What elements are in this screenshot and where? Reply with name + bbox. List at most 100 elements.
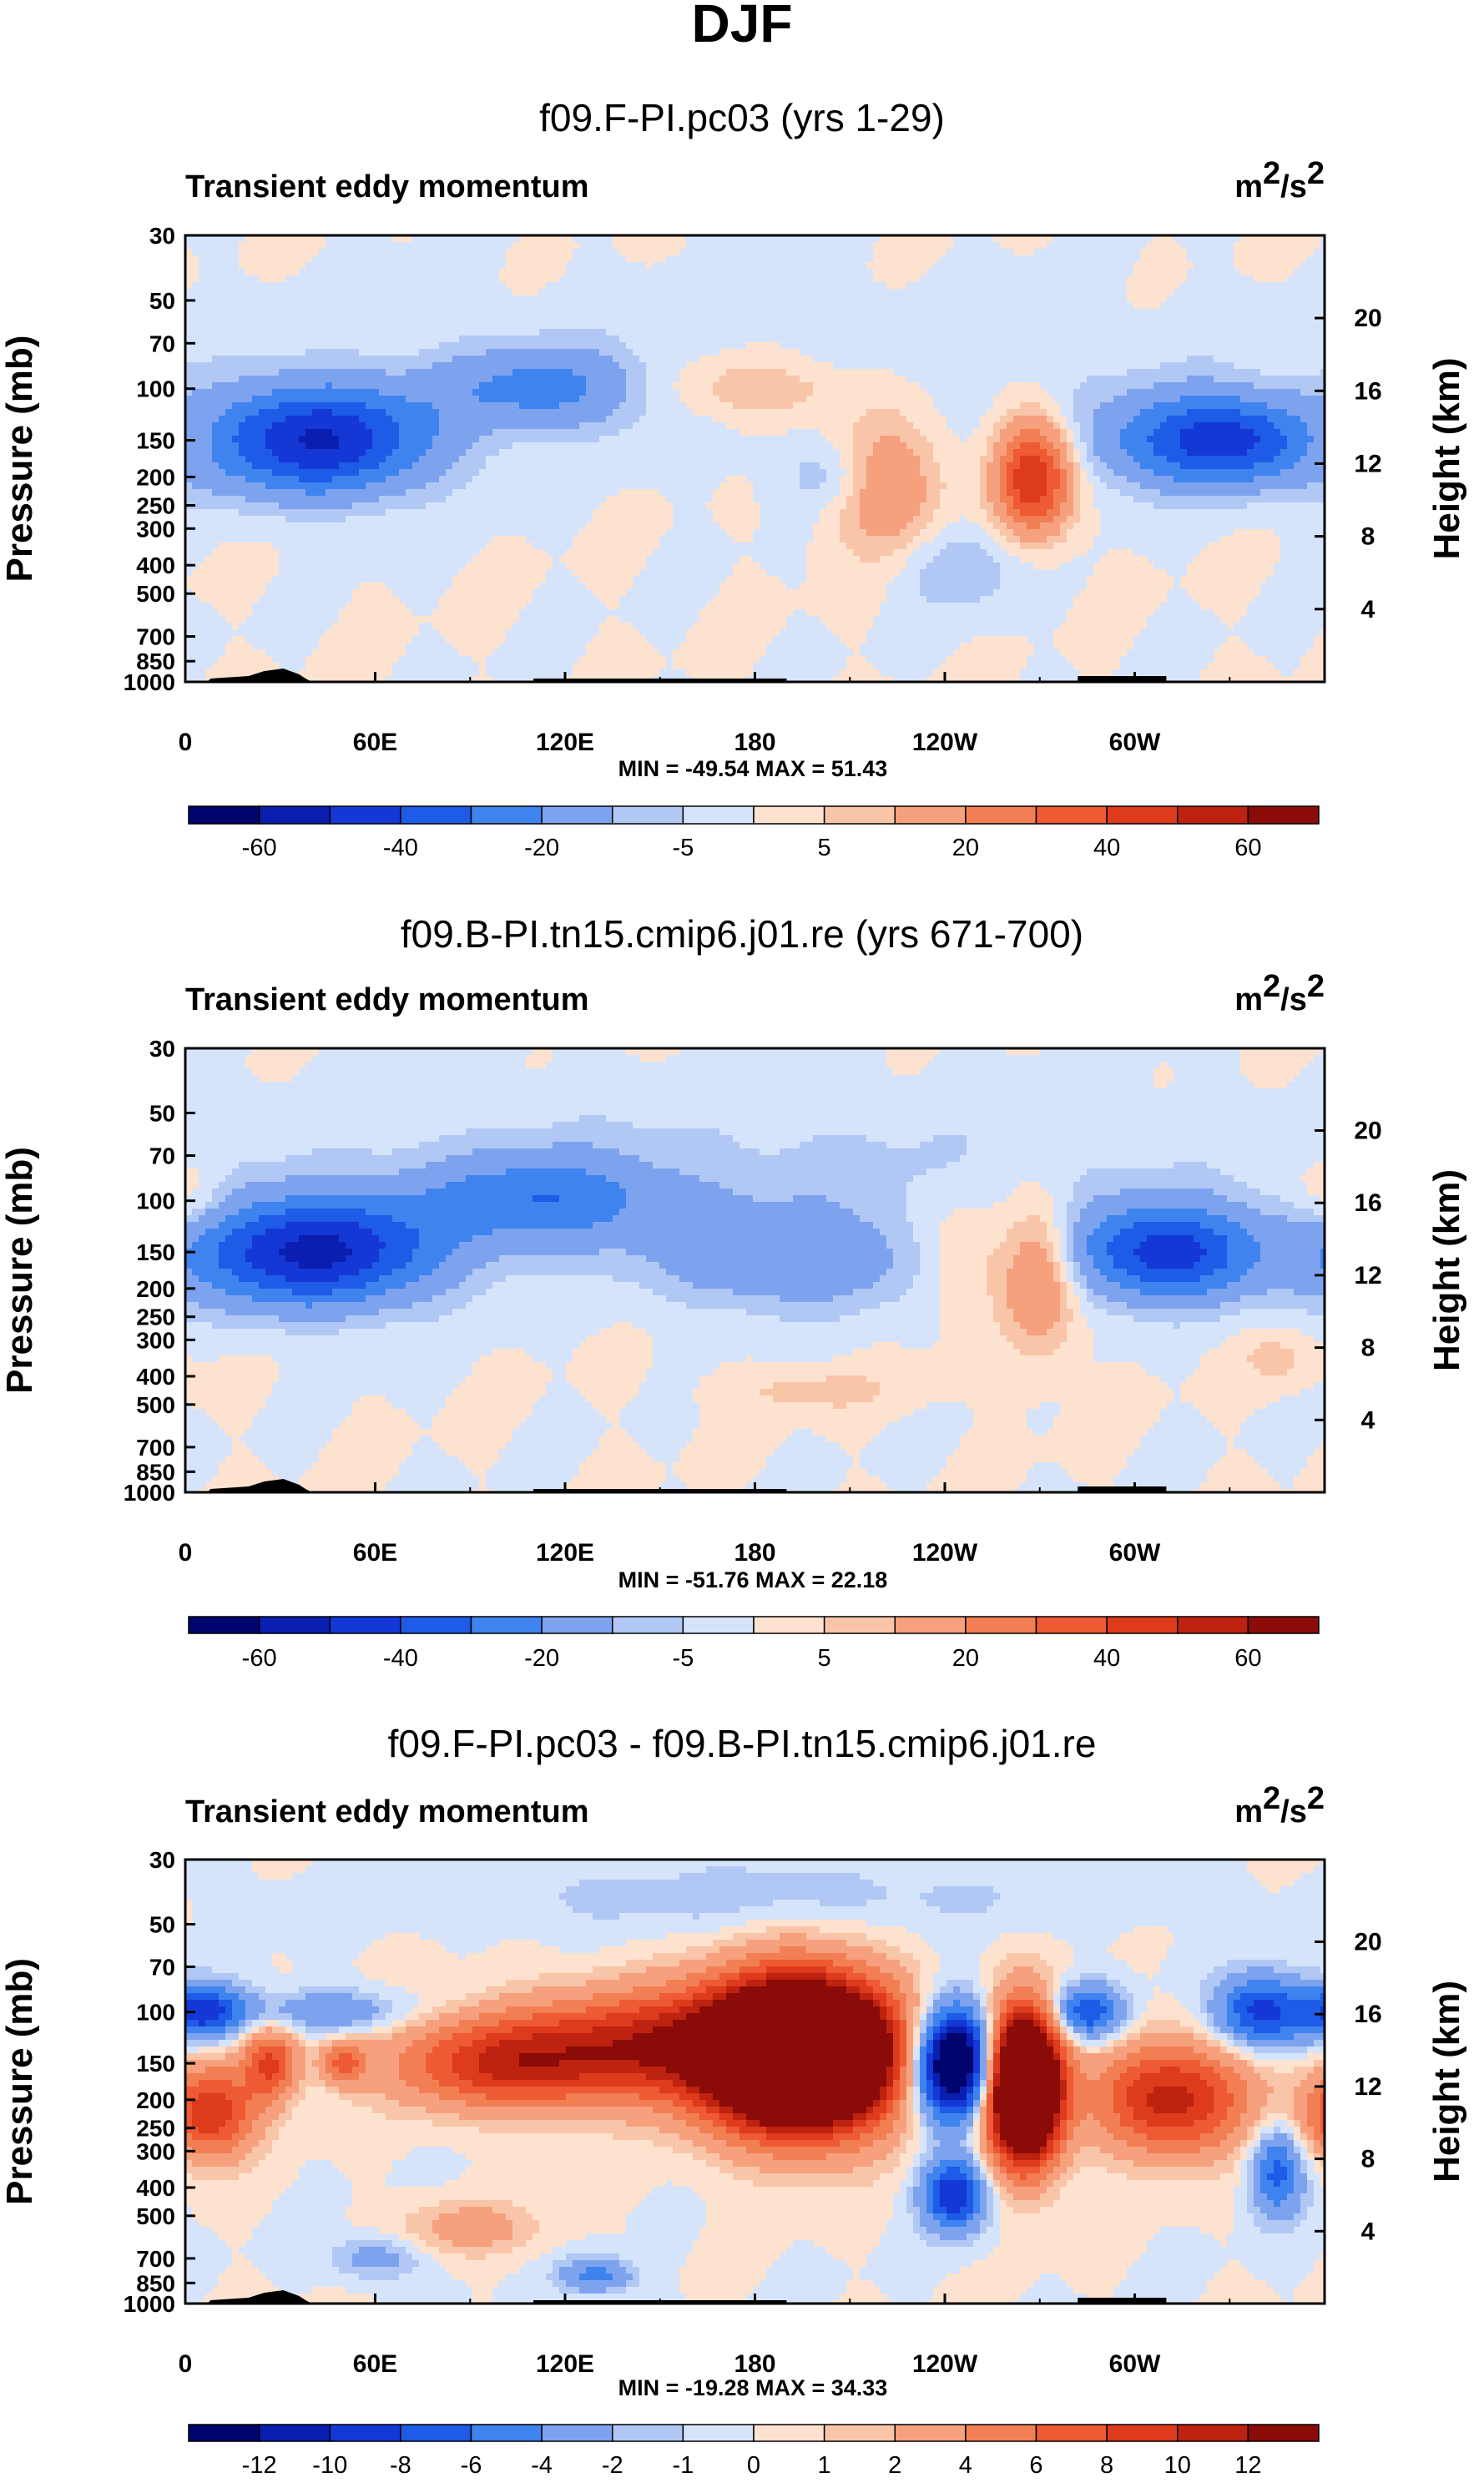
- field-cell: [653, 1456, 680, 1463]
- field-cell: [746, 1355, 754, 1363]
- field-cell: [1067, 2020, 1074, 2027]
- field-cell: [940, 496, 981, 503]
- field-cell: [466, 2167, 720, 2174]
- field-cell: [719, 1926, 767, 1934]
- field-cell: [713, 509, 760, 517]
- field-cell: [185, 1062, 246, 1069]
- field-cell: [1053, 2153, 1061, 2161]
- field-cell: [185, 509, 240, 517]
- field-cell: [906, 1209, 954, 1216]
- field-cell: [987, 529, 1001, 537]
- field-cell: [1000, 2220, 1234, 2228]
- field-cell: [1294, 2147, 1301, 2154]
- field-cell: [760, 2280, 847, 2288]
- field-cell: [185, 529, 580, 537]
- field-cell: [1053, 1322, 1068, 1330]
- field-cell: [1314, 2187, 1325, 2194]
- field-cell: [893, 1489, 927, 1492]
- field-cell: [1033, 643, 1054, 650]
- field-cell: [1133, 636, 1228, 643]
- field-cell: [1200, 1362, 1254, 1370]
- y-tick-label: 700: [136, 1435, 175, 1461]
- field-cell: [185, 362, 433, 370]
- field-cell: [1294, 2227, 1325, 2234]
- field-cell: [993, 2193, 1001, 2201]
- field-cell: [1060, 1295, 1068, 1303]
- field-cell: [1013, 482, 1047, 490]
- field-cell: [252, 2260, 333, 2268]
- field-cell: [185, 469, 226, 477]
- field-cell: [739, 1142, 800, 1149]
- field-cell: [472, 656, 487, 664]
- field-cell: [1127, 2274, 1214, 2281]
- field-cell: [1080, 589, 1168, 597]
- field-cell: [546, 2274, 560, 2281]
- field-cell: [806, 569, 901, 577]
- field-cell: [846, 1953, 887, 1961]
- field-cell: [392, 669, 480, 677]
- field-cell: [1227, 2080, 1248, 2087]
- field-cell: [780, 1295, 834, 1303]
- field-cell: [1007, 1973, 1041, 1981]
- field-cell: [873, 2180, 901, 2188]
- field-cell: [906, 1182, 1021, 1189]
- field-cell: [920, 509, 934, 517]
- field-cell: [185, 1155, 286, 1163]
- field-cell: [746, 2120, 760, 2127]
- field-cell: [973, 2173, 981, 2181]
- field-cell: [1087, 1235, 1114, 1243]
- field-cell: [185, 2046, 199, 2054]
- field-cell: [686, 1482, 747, 1490]
- field-cell: [1247, 609, 1325, 617]
- field-cell: [1307, 2167, 1315, 2174]
- field-cell: [386, 2180, 447, 2188]
- field-cell: [926, 496, 941, 503]
- field-cell: [793, 402, 934, 410]
- field-cell: [1260, 489, 1325, 497]
- field-cell: [1067, 2033, 1074, 2041]
- field-cell: [512, 1436, 600, 1443]
- field-cell: [666, 1295, 780, 1303]
- field-cell: [967, 2187, 974, 2194]
- field-cell: [1260, 2180, 1275, 2188]
- field-cell: [1080, 1175, 1234, 1183]
- field-cell: [1027, 2173, 1047, 2181]
- field-cell: [566, 2093, 640, 2101]
- field-cell: [873, 449, 914, 457]
- field-cell: [185, 1409, 206, 1416]
- field-cell: [259, 1409, 353, 1416]
- field-cell: [926, 2207, 934, 2214]
- field-cell: [993, 2140, 1001, 2147]
- field-cell: [967, 2193, 974, 2201]
- field-cell: [579, 422, 633, 430]
- field-cell: [926, 2087, 934, 2094]
- field-cell: [946, 2274, 1041, 2281]
- field-cell: [1153, 1068, 1174, 1076]
- field-cell: [739, 2133, 767, 2141]
- field-cell: [1254, 2193, 1268, 2201]
- field-cell: [880, 436, 901, 443]
- field-cell: [272, 2053, 286, 2061]
- field-cell: [1294, 2127, 1301, 2134]
- field-cell: [1207, 1476, 1275, 1483]
- field-cell: [846, 1940, 887, 1947]
- field-cell: [1227, 1993, 1241, 2001]
- field-cell: [326, 242, 513, 250]
- field-cell: [1060, 2000, 1068, 2007]
- field-cell: [326, 2080, 406, 2087]
- field-cell: [1200, 603, 1248, 610]
- field-cell: [699, 2113, 720, 2121]
- field-cell: [185, 1946, 366, 1954]
- field-cell: [1053, 1993, 1061, 2001]
- field-cell: [406, 2220, 433, 2228]
- y-tick-label: 400: [136, 2175, 175, 2201]
- field-cell: [1214, 2233, 1228, 2241]
- units-label: m2/s2: [1234, 1781, 1325, 1829]
- field-cell: [1060, 409, 1074, 416]
- field-cell: [686, 2294, 747, 2301]
- field-cell: [987, 2080, 994, 2087]
- x-tick-label: 0: [179, 729, 193, 756]
- topography: [1078, 676, 1167, 682]
- field-cell: [439, 2040, 473, 2047]
- field-cell: [245, 1255, 286, 1263]
